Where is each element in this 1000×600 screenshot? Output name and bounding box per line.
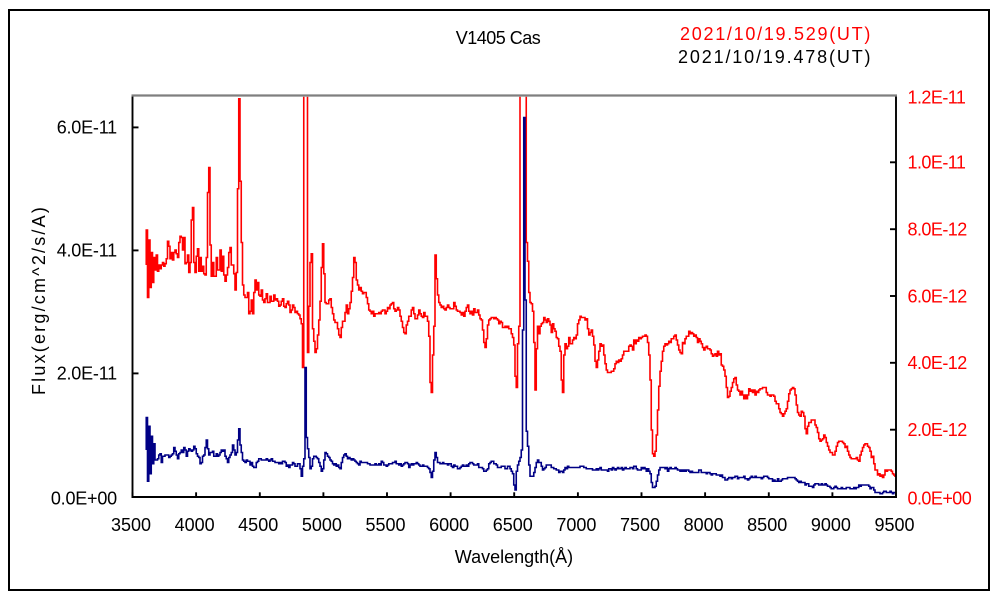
svg-text:4.0E-11: 4.0E-11 [57, 241, 117, 261]
svg-text:6.0E-12: 6.0E-12 [908, 286, 968, 306]
svg-text:V1405 Cas: V1405 Cas [456, 28, 541, 48]
svg-text:4500: 4500 [238, 515, 278, 535]
svg-text:7500: 7500 [620, 515, 660, 535]
svg-text:6000: 6000 [429, 515, 469, 535]
svg-text:8500: 8500 [747, 515, 787, 535]
svg-text:Wavelength(Å): Wavelength(Å) [455, 547, 573, 567]
svg-text:5500: 5500 [365, 515, 405, 535]
svg-text:9000: 9000 [811, 515, 851, 535]
svg-text:8000: 8000 [684, 515, 724, 535]
svg-text:4000: 4000 [175, 515, 215, 535]
svg-text:2.0E-11: 2.0E-11 [57, 364, 117, 384]
svg-text:5000: 5000 [302, 515, 342, 535]
svg-text:1.2E-11: 1.2E-11 [908, 88, 966, 108]
svg-text:0.0E+00: 0.0E+00 [908, 489, 972, 509]
svg-text:6.0E-11: 6.0E-11 [57, 118, 117, 138]
svg-text:2021/10/19.529(UT): 2021/10/19.529(UT) [680, 24, 872, 44]
svg-text:4.0E-12: 4.0E-12 [908, 353, 968, 373]
svg-text:7000: 7000 [556, 515, 596, 535]
svg-text:Flux(erg/cm^2/s/A): Flux(erg/cm^2/s/A) [29, 205, 49, 395]
svg-text:6500: 6500 [493, 515, 533, 535]
svg-text:9500: 9500 [874, 515, 914, 535]
svg-text:0.0E+00: 0.0E+00 [51, 489, 117, 509]
svg-text:2.0E-12: 2.0E-12 [908, 420, 968, 440]
svg-text:8.0E-12: 8.0E-12 [908, 220, 968, 240]
svg-text:3500: 3500 [111, 515, 151, 535]
svg-text:2021/10/19.478(UT): 2021/10/19.478(UT) [678, 47, 872, 67]
svg-text:1.0E-11: 1.0E-11 [908, 153, 966, 173]
